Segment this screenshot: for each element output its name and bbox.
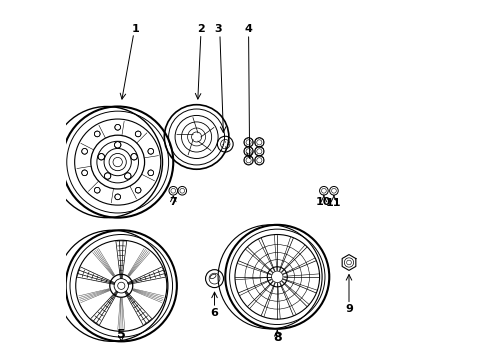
- Text: 5: 5: [117, 328, 125, 341]
- Circle shape: [148, 170, 154, 176]
- Text: 6: 6: [211, 308, 219, 318]
- Circle shape: [131, 153, 137, 160]
- Text: 1: 1: [132, 24, 140, 35]
- Circle shape: [82, 170, 88, 176]
- Text: 4: 4: [245, 24, 252, 35]
- Circle shape: [135, 131, 141, 137]
- Text: 11: 11: [326, 198, 342, 208]
- Circle shape: [115, 141, 121, 148]
- Circle shape: [104, 173, 111, 179]
- Text: 7: 7: [170, 197, 177, 207]
- Circle shape: [115, 125, 121, 130]
- Text: 3: 3: [215, 24, 222, 35]
- Circle shape: [124, 173, 131, 179]
- Circle shape: [115, 194, 121, 200]
- Text: 10: 10: [316, 197, 331, 207]
- Circle shape: [95, 131, 100, 137]
- Text: 2: 2: [197, 24, 205, 35]
- Circle shape: [135, 187, 141, 193]
- Circle shape: [82, 148, 88, 154]
- Text: 8: 8: [273, 331, 282, 344]
- Circle shape: [95, 187, 100, 193]
- Circle shape: [148, 148, 154, 154]
- Text: 9: 9: [345, 304, 353, 314]
- Circle shape: [98, 153, 104, 160]
